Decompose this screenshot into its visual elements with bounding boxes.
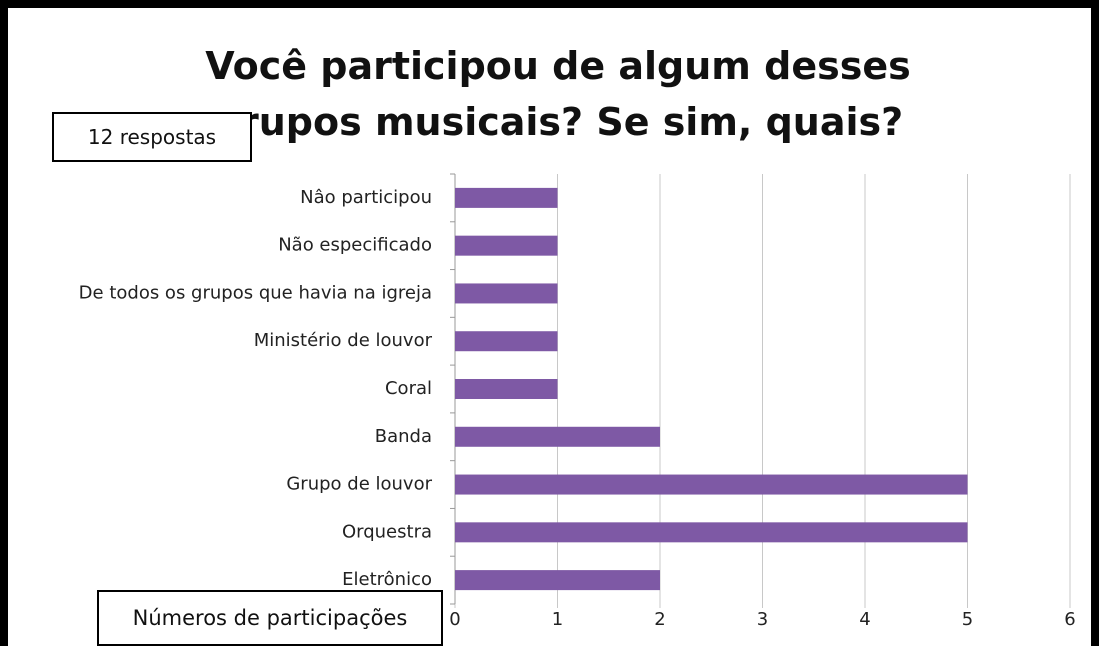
x-tick-label: 3 [757, 609, 768, 630]
x-tick-label: 5 [962, 609, 973, 630]
bar [455, 570, 660, 591]
y-tick-label: Banda [375, 426, 432, 447]
x-tick-label: 4 [859, 609, 870, 630]
bar [455, 235, 558, 256]
y-tick-label: Ministério de louvor [254, 330, 433, 351]
bar [455, 426, 660, 447]
bar [455, 331, 558, 352]
y-tick-label: Orquestra [342, 521, 432, 542]
bar [455, 187, 558, 208]
y-tick-label: De todos os grupos que havia na igreja [79, 282, 432, 303]
annotation: 12 respostas [52, 112, 252, 162]
bar [455, 283, 558, 304]
x-tick-label: 6 [1064, 609, 1075, 630]
x-tick-label: 2 [654, 609, 665, 630]
bar [455, 522, 968, 543]
x-tick-label: 1 [552, 609, 563, 630]
chart-title: Você participou de algum desses grupos m… [205, 44, 911, 144]
bar [455, 474, 968, 495]
y-tick-label: Não especificado [278, 235, 432, 256]
y-tick-label: Grupo de louvor [286, 474, 432, 495]
x-tick-label: 0 [449, 609, 460, 630]
y-tick-label: Coral [385, 378, 432, 399]
x-axis-label: Números de participações [97, 590, 443, 646]
y-tick-label: Nâo participou [300, 187, 432, 208]
y-tick-label: Eletrônico [342, 569, 432, 590]
bar [455, 379, 558, 399]
